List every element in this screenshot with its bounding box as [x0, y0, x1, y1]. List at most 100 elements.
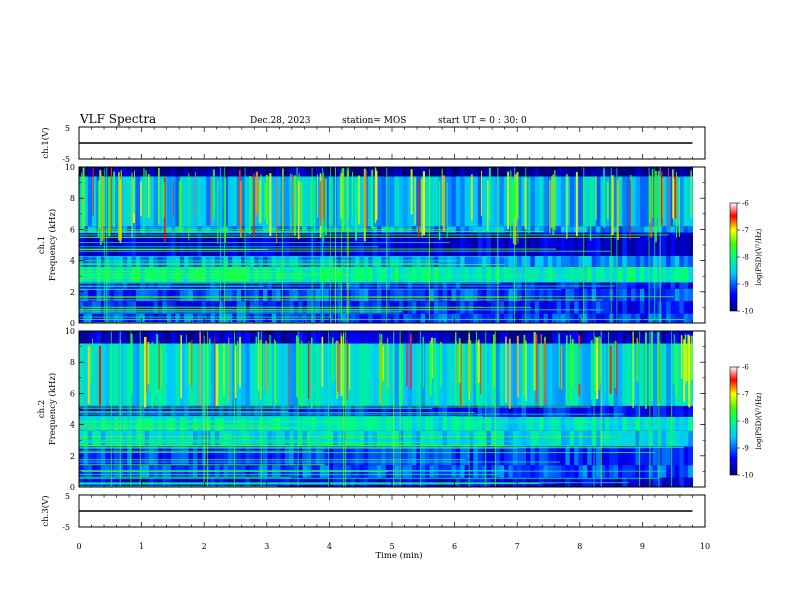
spectrogram-cell	[83, 343, 89, 406]
spectrogram-cell	[153, 167, 159, 177]
spectrogram-cell	[363, 226, 369, 233]
spectrogram-cell	[284, 343, 290, 406]
spectrogram-cell	[214, 167, 220, 177]
spectrogram-cell	[135, 255, 141, 267]
spectrogram-cell	[227, 477, 233, 487]
spectrogram-cell	[604, 255, 610, 267]
spectrogram-cell	[617, 430, 623, 447]
spectrogram-cell	[596, 176, 601, 227]
spectrogram-cell	[534, 288, 540, 302]
spectrogram-cell	[482, 477, 488, 487]
spectrogram-cell	[587, 176, 593, 227]
spectrogram-cell	[346, 430, 352, 447]
spectrogram-cell	[258, 226, 264, 233]
spectrogram-cell	[460, 430, 466, 447]
spectrogram-line	[79, 440, 556, 442]
spectrogram-cell	[241, 255, 247, 267]
spectrogram-cell	[363, 255, 369, 267]
spectrogram-burst	[493, 334, 495, 388]
spectrogram-cell	[109, 331, 115, 344]
spectrogram-cell	[582, 446, 588, 466]
spectrogram-cell	[512, 282, 518, 289]
spectrogram-cell	[530, 288, 536, 302]
spectrogram-cell	[460, 255, 466, 267]
spectrogram-cell	[153, 331, 159, 344]
spectrogram-cell	[433, 288, 439, 302]
spectrogram-cell	[192, 313, 198, 323]
spectrogram-cell	[245, 416, 251, 431]
spectrogram-cell	[679, 405, 685, 417]
spectrogram-cell	[223, 331, 229, 344]
spectrogram-cell	[504, 255, 509, 267]
spectrogram-cell	[236, 288, 242, 302]
spectrogram-burst	[287, 342, 289, 406]
spectrogram-cell	[425, 405, 431, 417]
spectrogram-cell	[302, 176, 308, 227]
spectrogram-cell	[206, 266, 211, 283]
spectrogram-cell	[617, 288, 623, 302]
spectrogram-cell	[127, 477, 133, 487]
spectrogram-cell	[206, 288, 211, 302]
spectrogram-cell	[122, 343, 128, 406]
spectrogram-cell	[166, 255, 172, 267]
spectrogram-cell	[394, 446, 400, 466]
spectrogram-cell	[311, 176, 317, 227]
spectrogram-cell	[499, 405, 505, 417]
spectrogram-cell	[368, 288, 374, 302]
spectrogram-cell	[210, 446, 216, 466]
spectrogram-cell	[144, 331, 150, 344]
spectrogram-cell	[394, 266, 400, 283]
spectrogram-line	[79, 296, 675, 298]
figure-title: VLF Spectra	[79, 112, 156, 126]
spectrogram-cell	[517, 226, 523, 233]
spectrogram-cell	[508, 343, 514, 406]
spectrogram-cell	[249, 255, 255, 267]
spectrogram-cell	[276, 343, 282, 406]
spectrogram-cell	[587, 416, 593, 431]
colorbar-ch2-ticks: -6-7-8-9-10	[737, 364, 753, 480]
spectrogram-burst	[598, 336, 600, 391]
spectrogram-cell	[249, 430, 255, 447]
spectrogram-cell	[626, 446, 632, 466]
spectrogram-cell	[258, 232, 264, 256]
spectrogram-cell	[486, 405, 492, 417]
spectrogram-cell	[175, 266, 181, 283]
spectrogram-cell	[394, 313, 400, 323]
spectrogram-cell	[407, 288, 413, 302]
spectrogram-cell	[438, 226, 444, 233]
spectrogram-cell	[666, 331, 672, 344]
spectrogram-cell	[451, 288, 457, 302]
spectrogram-cell	[355, 176, 360, 227]
spectrogram-burst	[421, 179, 423, 237]
spectrogram-cell	[644, 301, 650, 314]
spectrogram-cell	[92, 430, 98, 447]
spectrogram-cell	[100, 255, 106, 267]
spectrogram-cell	[600, 226, 606, 233]
spectrogram-burst	[683, 339, 686, 402]
spectrogram-cell	[315, 477, 321, 487]
spectrogram-cell	[482, 176, 488, 227]
spectrogram-cell	[311, 232, 317, 256]
colorbar-ch2-scale	[729, 366, 738, 476]
spectrogram-cell	[433, 266, 439, 283]
spectrogram-cell	[639, 226, 645, 233]
spectrogram-cell	[534, 416, 540, 431]
spectrogram-cell	[565, 226, 571, 233]
spectrogram-cell	[661, 477, 667, 487]
spectrogram-cell	[464, 167, 470, 177]
spectrogram-cell	[289, 313, 295, 323]
spectrogram-cell	[622, 446, 628, 466]
spectrogram-cell	[447, 232, 452, 256]
spectrogram-cell	[271, 331, 277, 344]
spectrogram-cell	[464, 313, 470, 323]
spectrogram-cell	[249, 226, 255, 233]
spectrogram-cell	[433, 282, 439, 289]
spectrogram-cell	[552, 288, 558, 302]
spectrogram-cell	[87, 232, 93, 256]
spectrogram-burst	[217, 179, 219, 244]
spectrogram-cell	[298, 288, 303, 302]
spectrogram-burst	[690, 170, 692, 218]
spectrogram-spike	[244, 167, 246, 323]
spectrogram-burst	[528, 178, 531, 234]
